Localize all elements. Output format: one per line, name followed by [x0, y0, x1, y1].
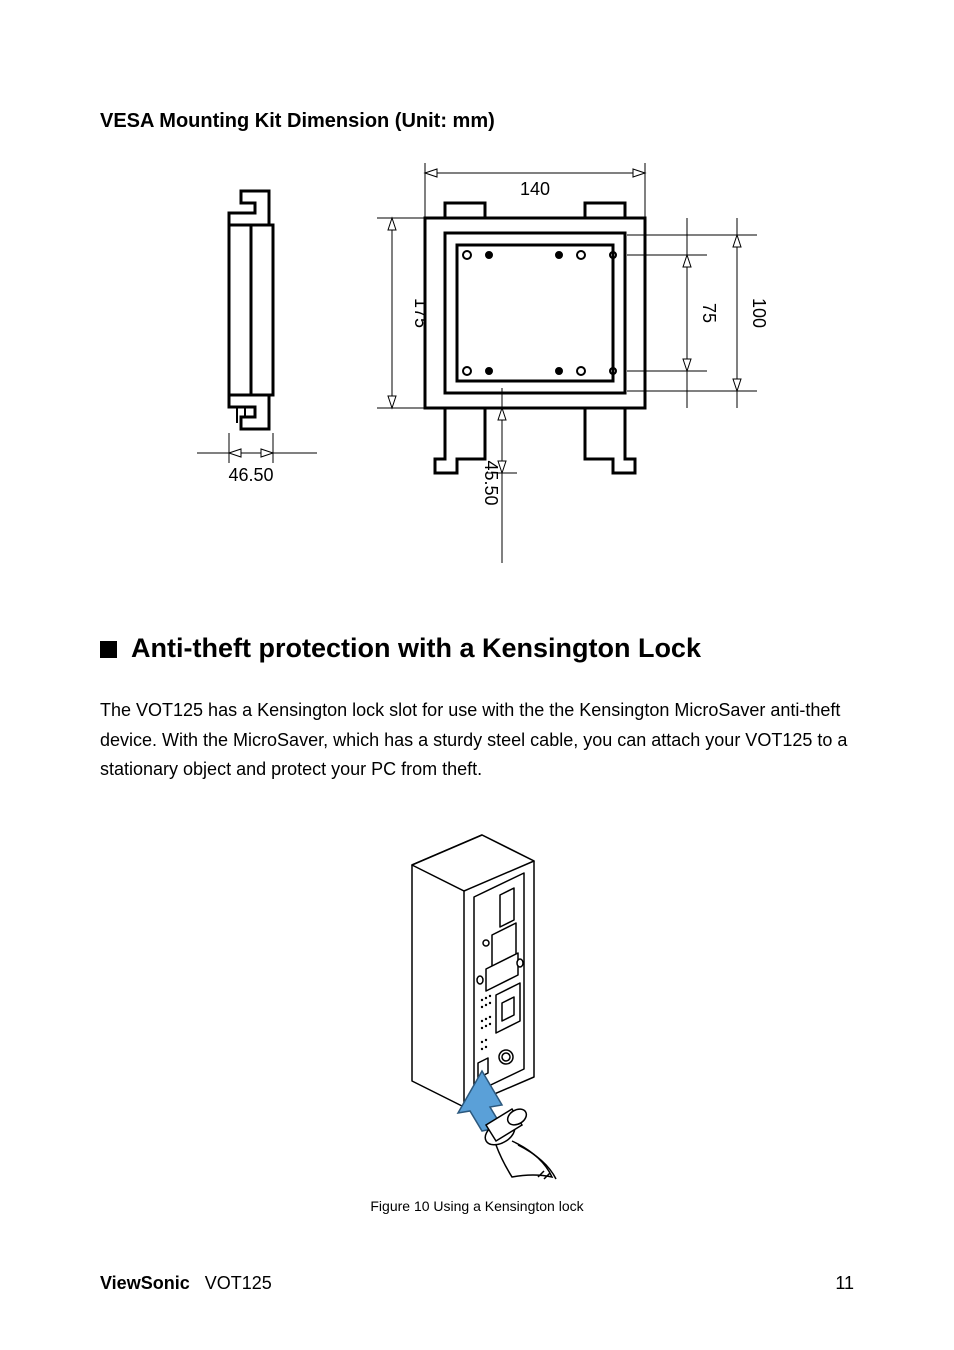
page-footer: ViewSonic VOT125 11	[100, 1273, 854, 1294]
footer-brand: ViewSonic	[100, 1273, 190, 1293]
footer-model: VOT125	[205, 1273, 272, 1293]
dim-label-right-outer: 100	[749, 298, 769, 328]
front-view-body	[425, 218, 645, 408]
paragraph-kensington-description: The VOT125 has a Kensington lock slot fo…	[100, 696, 854, 785]
dim-label-top-width: 140	[520, 179, 550, 199]
page-number: 11	[835, 1273, 854, 1294]
subheading-vesa-dimension: VESA Mounting Kit Dimension (Unit: mm)	[100, 110, 854, 133]
figure-caption: Figure 10 Using a Kensington lock	[100, 1198, 854, 1214]
front-bottom-tabs	[435, 408, 635, 473]
side-view-bracket	[229, 191, 273, 429]
dim-label-tab-height: 45.50	[481, 460, 501, 505]
heading-kensington-lock: Anti-theft protection with a Kensington …	[100, 633, 854, 664]
dim-label-right-inner: 75	[699, 303, 719, 323]
dim-label-left-width: 46.50	[228, 465, 273, 485]
front-top-tabs	[445, 203, 625, 218]
figure-kensington-lock	[362, 825, 592, 1185]
vesa-dimension-diagram: 46.50 140 175	[167, 163, 787, 583]
square-bullet-icon	[100, 641, 117, 658]
heading-kensington-lock-text: Anti-theft protection with a Kensington …	[131, 633, 701, 664]
dim-left-width	[197, 433, 317, 463]
